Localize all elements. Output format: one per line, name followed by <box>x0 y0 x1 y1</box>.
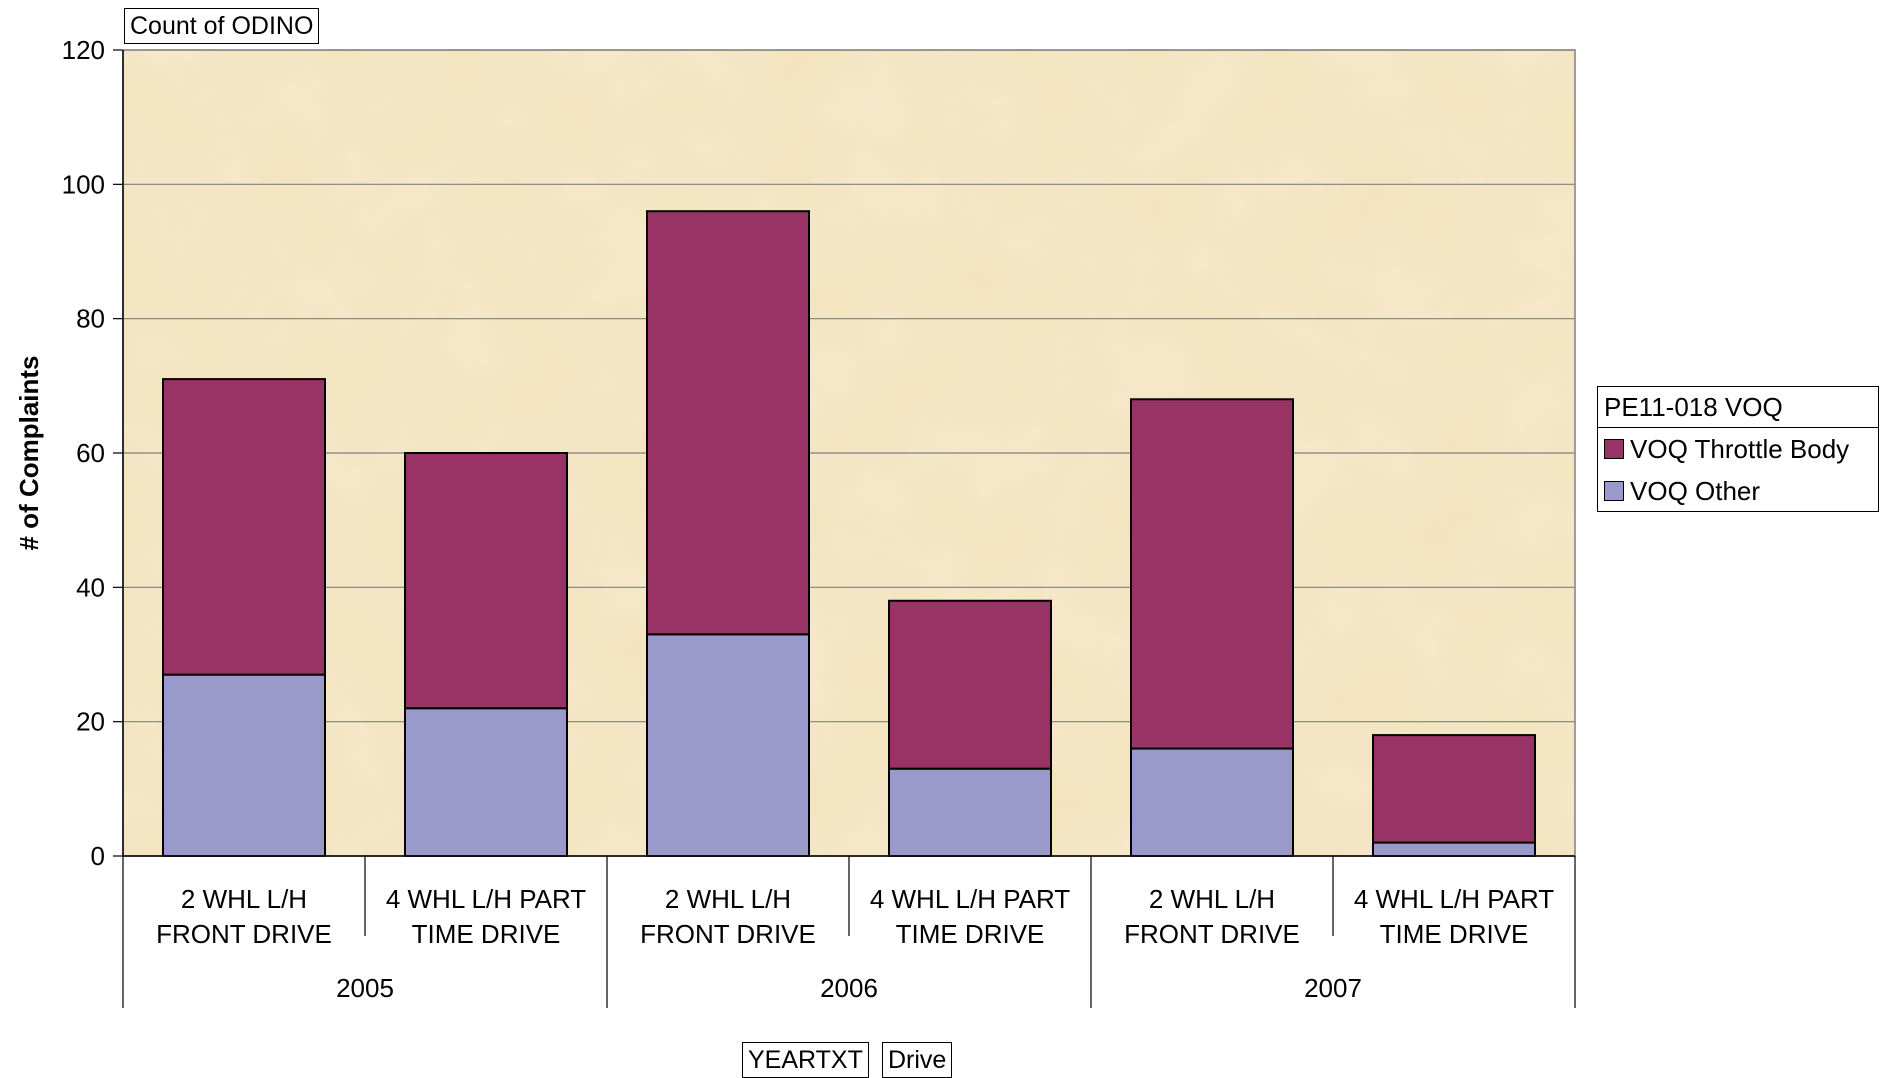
category-label: FRONT DRIVE <box>640 919 816 949</box>
y-tick-label: 20 <box>76 707 105 737</box>
category-label: FRONT DRIVE <box>156 919 332 949</box>
legend[interactable]: PE11-018 VOQ VOQ Throttle Body VOQ Other <box>1597 386 1879 512</box>
row-field-drive-button[interactable]: Drive <box>882 1042 953 1078</box>
y-tick-label: 120 <box>62 35 105 65</box>
bar-throttle-body <box>404 452 568 710</box>
bar-other <box>162 673 326 858</box>
bar-throttle-body <box>1130 398 1294 750</box>
group-label: 2006 <box>820 973 878 1003</box>
group-label: 2005 <box>336 973 394 1003</box>
group-label: 2007 <box>1304 973 1362 1003</box>
bar-throttle-body <box>646 210 810 636</box>
bar-other <box>646 633 810 857</box>
y-tick-label: 60 <box>76 438 105 468</box>
bar-other <box>1372 841 1536 857</box>
legend-item-other[interactable]: VOQ Other <box>1598 470 1878 512</box>
legend-swatch-other <box>1604 481 1624 501</box>
bar-throttle-body <box>1372 734 1536 844</box>
y-tick-labels: 0 20 40 60 80 100 120 <box>62 35 105 871</box>
y-axis-label: # of Complaints <box>14 355 44 551</box>
category-label: TIME DRIVE <box>1380 919 1529 949</box>
y-tick-label: 40 <box>76 572 105 602</box>
row-field-yeartxt-button[interactable]: YEARTXT <box>742 1042 869 1078</box>
legend-label: VOQ Other <box>1630 476 1761 506</box>
legend-title: PE11-018 VOQ <box>1598 387 1878 428</box>
bar-throttle-body <box>888 599 1052 770</box>
y-tick-label: 80 <box>76 304 105 334</box>
category-label: 2 WHL L/H <box>665 884 791 914</box>
legend-label: VOQ Throttle Body <box>1630 434 1850 464</box>
bar-other <box>404 707 568 857</box>
bar-other <box>888 767 1052 858</box>
category-label: 2 WHL L/H <box>181 884 307 914</box>
category-label: FRONT DRIVE <box>1124 919 1300 949</box>
data-field-button[interactable]: Count of ODINO <box>124 8 320 44</box>
category-labels: 2 WHL L/H FRONT DRIVE 4 WHL L/H PART TIME D… <box>122 856 1576 1008</box>
category-label: TIME DRIVE <box>896 919 1045 949</box>
legend-item-throttle-body[interactable]: VOQ Throttle Body <box>1598 428 1878 470</box>
category-label: TIME DRIVE <box>412 919 561 949</box>
category-label: 4 WHL L/H PART <box>1354 884 1554 914</box>
y-tick-label: 100 <box>62 169 105 199</box>
category-label: 4 WHL L/H PART <box>386 884 586 914</box>
bar-throttle-body <box>162 378 326 676</box>
bars <box>162 210 1536 858</box>
legend-swatch-throttle-body <box>1604 439 1624 459</box>
category-label: 4 WHL L/H PART <box>870 884 1070 914</box>
y-tick-label: 0 <box>91 841 105 871</box>
category-label: 2 WHL L/H <box>1149 884 1275 914</box>
bar-other <box>1130 747 1294 857</box>
